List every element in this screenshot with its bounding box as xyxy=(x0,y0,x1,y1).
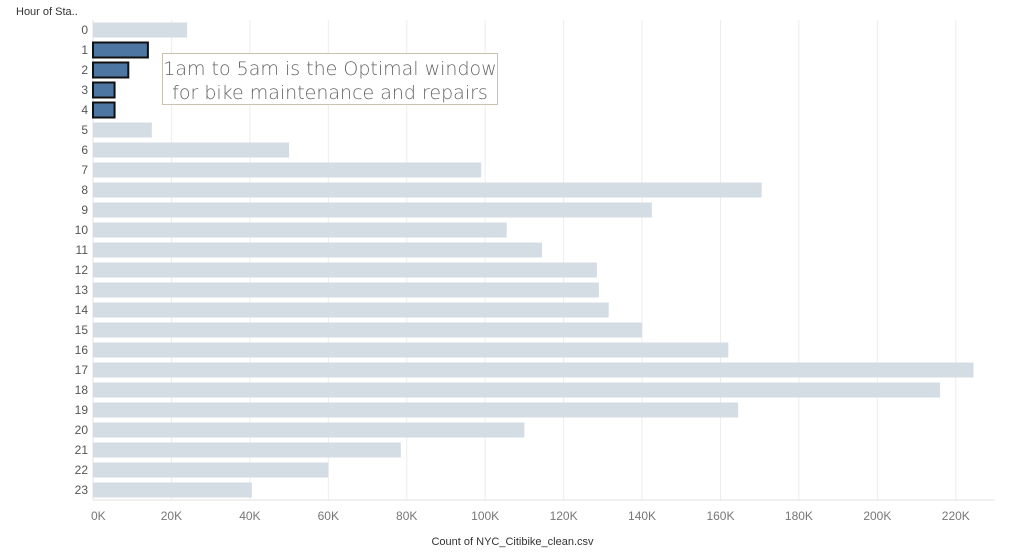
x-tick-label: 160K xyxy=(706,509,734,523)
y-tick-label: 11 xyxy=(76,243,89,257)
bar-hour-11 xyxy=(93,242,543,258)
y-tick-label: 21 xyxy=(75,443,89,457)
bar-hour-0 xyxy=(93,22,188,38)
bar-hour-7 xyxy=(93,162,482,178)
bar-hour-16 xyxy=(93,342,729,358)
bar-hour-5 xyxy=(93,122,152,138)
y-tick-label: 10 xyxy=(75,223,89,237)
y-tick-label: 23 xyxy=(75,483,89,497)
bar-hour-18 xyxy=(93,382,941,398)
bar-hour-9 xyxy=(93,202,652,218)
annotation-box: 1am to 5am is the Optimal window for bik… xyxy=(162,53,498,105)
bar-hour-8 xyxy=(93,182,762,198)
y-tick-label: 4 xyxy=(81,103,88,117)
y-tick-label: 5 xyxy=(81,123,88,137)
x-tick-label: 0K xyxy=(91,509,106,523)
bar-hour-10 xyxy=(93,222,507,238)
x-tick-label: 220K xyxy=(942,509,970,523)
y-tick-label: 8 xyxy=(81,183,88,197)
y-tick-label: 14 xyxy=(75,303,89,317)
bar-hour-17 xyxy=(93,362,974,378)
bars xyxy=(92,22,974,498)
y-tick-label: 9 xyxy=(81,203,88,217)
x-tick-label: 80K xyxy=(396,509,417,523)
y-tick-label: 12 xyxy=(75,263,89,277)
y-tick-label: 13 xyxy=(75,283,89,297)
y-tick-label: 18 xyxy=(75,383,89,397)
y-tick-label: 15 xyxy=(75,323,89,337)
bar-hour-1 xyxy=(92,41,149,59)
y-tick-label: 7 xyxy=(81,163,88,177)
bar-hour-6 xyxy=(93,142,290,158)
x-tick-label: 20K xyxy=(161,509,182,523)
bar-hour-15 xyxy=(93,322,643,338)
y-tick-label: 16 xyxy=(75,343,89,357)
x-axis-title: Count of NYC_Citibike_clean.csv xyxy=(431,536,594,548)
x-tick-label: 200K xyxy=(863,509,891,523)
x-tick-label: 100K xyxy=(471,509,499,523)
y-tick-label: 1 xyxy=(81,43,88,57)
x-tick-label: 180K xyxy=(785,509,813,523)
bar-hour-12 xyxy=(93,262,597,278)
bar-hour-21 xyxy=(93,442,401,458)
y-tick-label: 17 xyxy=(75,363,89,377)
y-tick-label: 0 xyxy=(81,23,88,37)
bar-hour-4 xyxy=(92,101,116,119)
bar-hour-2 xyxy=(92,61,130,79)
y-tick-label: 2 xyxy=(81,63,88,77)
y-tick-label: 19 xyxy=(75,403,89,417)
annotation-line-2: for bike maintenance and repairs xyxy=(172,82,488,104)
x-tick-labels: 0K 20K 40K 60K 80K 100K 120K 140K 160K 180K 200K 22… xyxy=(91,509,970,523)
bar-hour-3 xyxy=(92,81,116,99)
y-tick-label: 6 xyxy=(81,143,88,157)
bar-hour-13 xyxy=(93,282,599,298)
x-tick-label: 40K xyxy=(239,509,260,523)
bar-hour-14 xyxy=(93,302,609,318)
annotation-line-1: 1am to 5am is the Optimal window xyxy=(163,58,497,80)
bar-hour-23 xyxy=(93,482,252,498)
bar-hour-19 xyxy=(93,402,739,418)
bar-hour-20 xyxy=(93,422,525,438)
x-tick-label: 60K xyxy=(318,509,339,523)
bar-hour-22 xyxy=(93,462,329,478)
x-tick-label: 120K xyxy=(550,509,578,523)
y-tick-label: 3 xyxy=(81,83,88,97)
x-tick-label: 140K xyxy=(628,509,656,523)
y-axis-header: Hour of Sta.. xyxy=(16,6,78,18)
y-tick-label: 20 xyxy=(75,423,89,437)
y-tick-label: 22 xyxy=(75,463,89,477)
